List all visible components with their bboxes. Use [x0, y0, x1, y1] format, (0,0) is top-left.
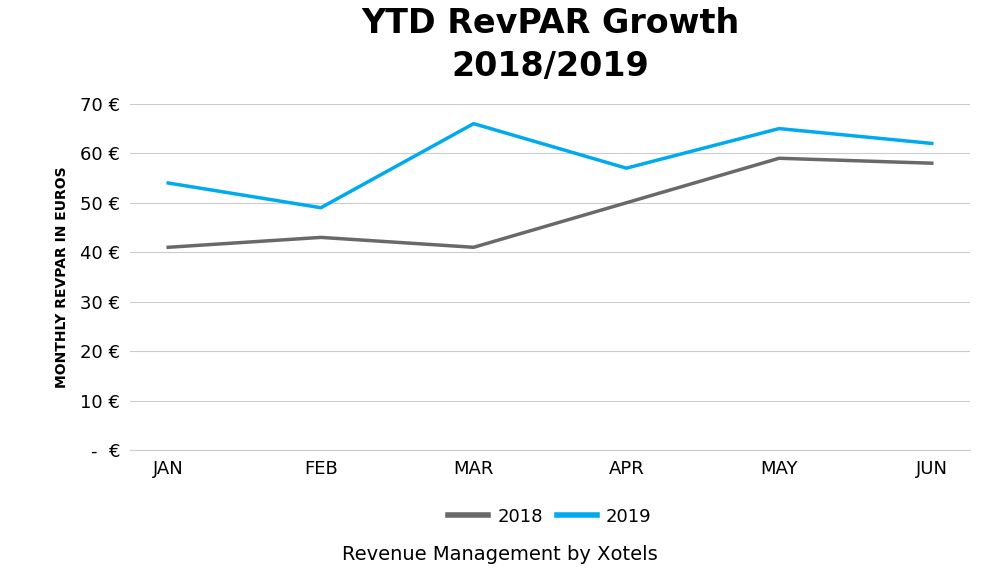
Line: 2018: 2018 [168, 158, 932, 248]
2019 [926, 140, 938, 147]
Legend: 2018, 2019: 2018, 2019 [441, 501, 659, 533]
2018 [468, 244, 480, 251]
Y-axis label: MONTHLY REVPAR IN EUROS: MONTHLY REVPAR IN EUROS [55, 166, 69, 388]
2019 [468, 120, 480, 127]
2019 [773, 125, 785, 132]
2018 [162, 244, 174, 251]
Title: YTD RevPAR Growth
2018/2019: YTD RevPAR Growth 2018/2019 [361, 7, 739, 83]
2019 [620, 164, 632, 171]
2018 [620, 199, 632, 206]
2019 [315, 204, 327, 211]
2018 [315, 234, 327, 241]
2019 [162, 179, 174, 186]
Line: 2019: 2019 [168, 123, 932, 208]
Text: Revenue Management by Xotels: Revenue Management by Xotels [342, 545, 658, 564]
2018 [926, 160, 938, 167]
2018 [773, 155, 785, 162]
